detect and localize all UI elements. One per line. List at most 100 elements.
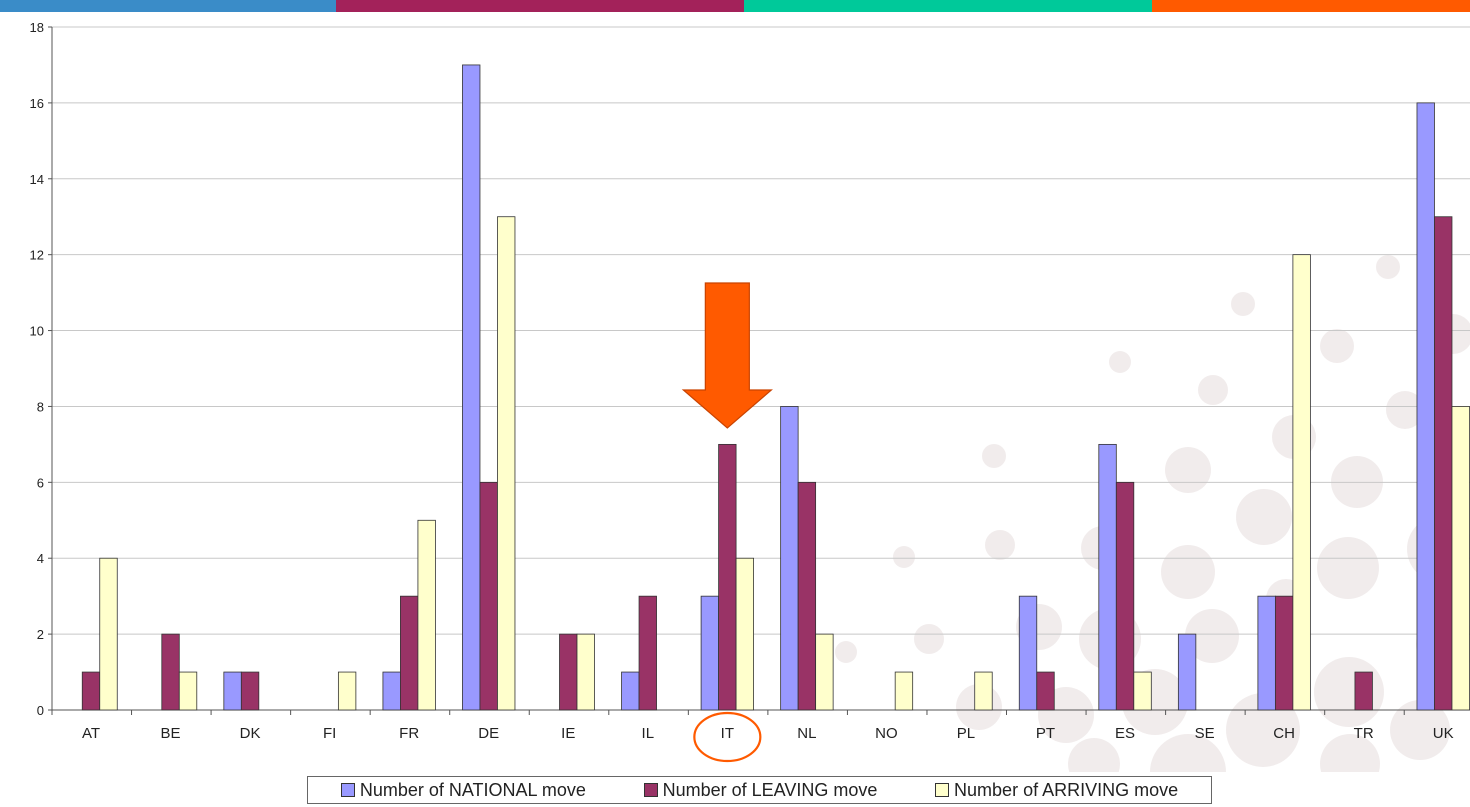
- y-tick-label: 10: [30, 324, 44, 339]
- bar-no-series-3: [894, 671, 914, 711]
- bar-es-series-2: [1115, 481, 1135, 711]
- gridlines: [52, 26, 1470, 635]
- background-dot: [1236, 489, 1292, 545]
- x-tick-label: AT: [82, 725, 100, 742]
- bar-dk-series-1: [223, 671, 242, 711]
- bar-pl-series-3: [974, 671, 993, 711]
- background-dot: [1109, 351, 1131, 373]
- bar-pt-series-1: [1018, 595, 1038, 711]
- bar-es-series-3: [1133, 671, 1152, 711]
- background-dot: [1376, 255, 1400, 279]
- header-segment-green: [744, 0, 1152, 12]
- bar-nl-series-1: [780, 406, 799, 711]
- background-dot: [1320, 734, 1380, 772]
- y-tick-label: 2: [37, 627, 44, 642]
- header-segment-orange: [1152, 0, 1470, 12]
- x-tick-label: ES: [1115, 725, 1135, 742]
- x-tick-label: IL: [642, 725, 655, 742]
- bar-pt-series-2: [1036, 671, 1055, 711]
- bar-tr-series-2: [1354, 671, 1373, 711]
- legend-label-national: Number of NATIONAL move: [359, 779, 586, 800]
- bar-fi-series-3: [337, 671, 357, 711]
- bar-il-series-2: [638, 595, 657, 711]
- background-dot: [1185, 609, 1239, 663]
- bar-ie-series-3: [576, 633, 595, 711]
- y-tick-label: 6: [37, 475, 44, 490]
- bar-be-series-2: [161, 633, 180, 711]
- background-decoration: [835, 255, 1470, 772]
- x-tick-label: DK: [240, 725, 261, 742]
- background-dot: [893, 546, 915, 568]
- background-dot: [1317, 537, 1379, 599]
- x-tick-label: FR: [399, 725, 419, 742]
- tick-labels: 0 2 4 6 8 10 12 14 16 18 AT BE DK FI FR DE IE IL IT NL NO PL P…: [30, 20, 1454, 742]
- background-dot: [982, 444, 1006, 468]
- axes: [48, 26, 1470, 715]
- x-tick-label: TR: [1354, 725, 1374, 742]
- x-tick-label: IT: [721, 725, 734, 742]
- bar-ch-series-2: [1274, 595, 1294, 711]
- bar-be-series-3: [178, 671, 198, 711]
- x-tick-label: NO: [875, 725, 898, 742]
- bar-il-series-1: [621, 671, 640, 711]
- x-tick-label: IE: [561, 725, 575, 742]
- bar-it-series-3: [735, 557, 754, 711]
- legend-item-national: Number of NATIONAL move: [340, 779, 586, 801]
- bar-uk-series-3: [1451, 406, 1470, 711]
- x-tick-label: CH: [1273, 725, 1295, 742]
- x-tick-label: SE: [1195, 725, 1215, 742]
- y-tick-label: 4: [37, 551, 44, 566]
- bar-at-series-2: [81, 671, 101, 711]
- bar-nl-series-2: [797, 481, 817, 711]
- y-tick-label: 0: [37, 703, 44, 718]
- y-tick-label: 16: [30, 96, 44, 111]
- down-arrow-icon: [681, 282, 773, 429]
- bar-chart: 0 2 4 6 8 10 12 14 16 18 AT BE DK FI FR DE IE IL IT NL NO PL P…: [30, 20, 1470, 772]
- x-tick-label: PL: [957, 725, 975, 742]
- background-dot: [835, 641, 857, 663]
- bar-se-series-1: [1177, 633, 1197, 711]
- background-dot: [1320, 329, 1354, 363]
- bar-dk-series-2: [240, 671, 260, 711]
- background-dot: [1150, 734, 1226, 772]
- background-dot: [1068, 738, 1120, 772]
- y-tick-label: 18: [30, 20, 44, 35]
- bar-uk-series-2: [1434, 216, 1453, 711]
- bar-de-series-2: [479, 481, 498, 711]
- legend-swatch-national: [340, 783, 355, 797]
- bar-uk-series-1: [1416, 102, 1435, 711]
- x-tick-label: PT: [1036, 725, 1055, 742]
- background-dot: [1226, 693, 1300, 767]
- bar-it-series-1: [700, 595, 719, 711]
- legend-swatch-arriving: [935, 783, 950, 797]
- legend-label-arriving: Number of ARRIVING move: [954, 779, 1179, 800]
- background-dot: [1386, 391, 1424, 429]
- legend-label-leaving: Number of LEAVING move: [662, 779, 878, 800]
- highlight-circle: [693, 711, 762, 763]
- header-segment-magenta: [336, 0, 744, 12]
- bar-nl-series-3: [815, 633, 834, 711]
- bar-fr-series-3: [417, 519, 436, 711]
- background-dot: [985, 530, 1015, 560]
- background-dot: [1161, 545, 1215, 599]
- legend-item-arriving: Number of ARRIVING move: [935, 780, 1178, 801]
- legend: Number of NATIONAL move Number of LEAVIN…: [307, 776, 1212, 804]
- y-tick-label: 12: [30, 248, 44, 263]
- background-dot: [1314, 657, 1384, 727]
- background-dot: [1165, 447, 1211, 493]
- background-dot: [1198, 375, 1228, 405]
- bar-it-series-2: [718, 443, 737, 711]
- bar-fr-series-2: [400, 595, 419, 711]
- bar-ch-series-3: [1292, 254, 1311, 711]
- y-tick-label: 14: [30, 172, 44, 187]
- x-tick-label: FI: [323, 725, 336, 742]
- bar-at-series-3: [99, 557, 118, 711]
- x-tick-label: NL: [797, 725, 816, 742]
- x-tick-label: DE: [478, 725, 499, 742]
- bar-es-series-1: [1098, 443, 1117, 711]
- x-tick-label: BE: [161, 725, 181, 742]
- bar-de-series-1: [462, 64, 481, 711]
- x-tick-label: UK: [1433, 725, 1454, 742]
- bar-fr-series-1: [382, 671, 401, 711]
- background-dot: [1390, 700, 1450, 760]
